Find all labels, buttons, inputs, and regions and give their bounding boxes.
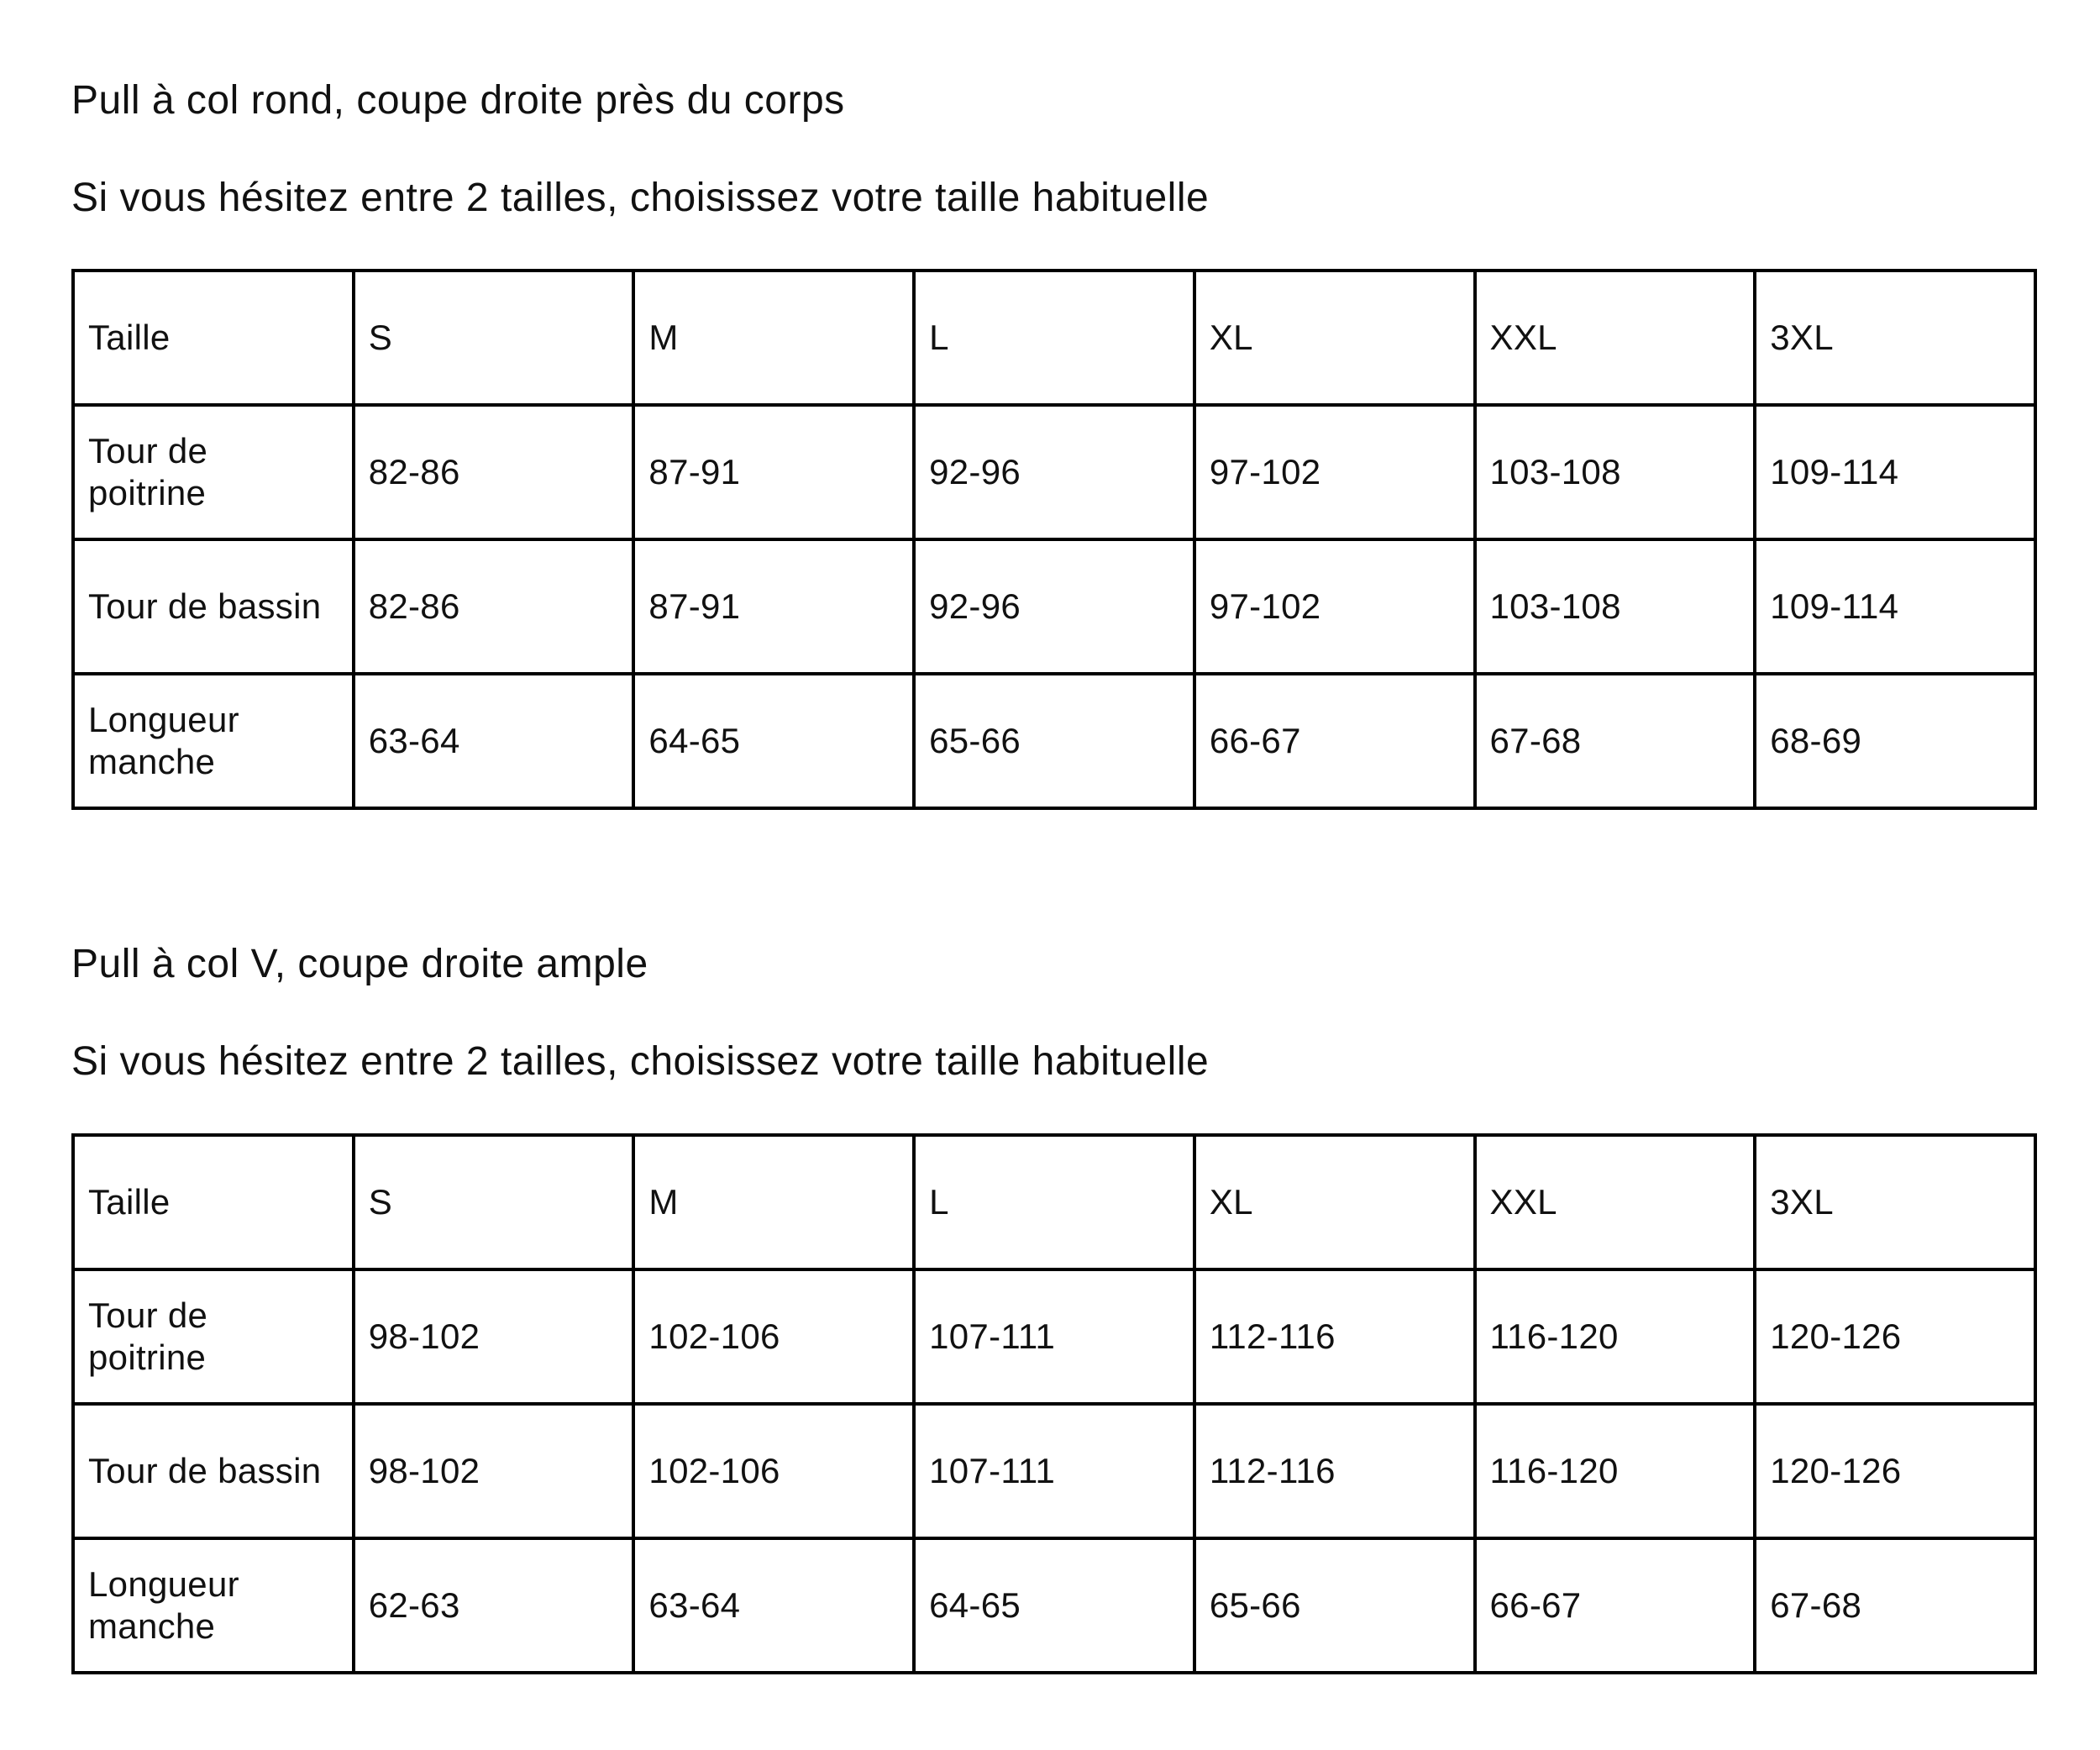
table-cell: 102-106 [632, 1268, 916, 1406]
table-header-row: Taille S M L XL XXL 3XL [71, 269, 2037, 407]
table-cell: XL [1192, 269, 1477, 407]
table-cell: XL [1192, 1133, 1477, 1271]
table-cell: 64-65 [632, 672, 916, 810]
table-cell: 103-108 [1473, 538, 1757, 675]
table-cell: 120-126 [1753, 1268, 2037, 1406]
row-label-cell: Tour de poitrine [71, 1268, 355, 1406]
table-cell: 63-64 [351, 672, 636, 810]
table-header-row: Taille S M L XL XXL 3XL [71, 1133, 2037, 1271]
table-cell: 120-126 [1753, 1402, 2037, 1540]
table-cell: M [632, 269, 916, 407]
table-row: Longueur manche 62-63 63-64 64-65 65-66 66-67… [71, 1537, 2037, 1674]
row-label-cell: Taille [71, 1133, 355, 1271]
table-cell: 67-68 [1473, 672, 1757, 810]
row-label-cell: Tour de bassin [71, 538, 355, 675]
table-cell: 92-96 [912, 538, 1196, 675]
table-cell: M [632, 1133, 916, 1271]
row-label-cell: Longueur manche [71, 672, 355, 810]
section-title-1: Pull à col rond, coupe droite près du co… [71, 78, 845, 123]
section-title-2: Pull à col V, coupe droite ample [71, 942, 648, 986]
size-table-1: Taille S M L XL XXL 3XL Tour de poitrine 82-86 87… [71, 269, 2037, 810]
table-cell: 98-102 [351, 1268, 636, 1406]
table-cell: 97-102 [1192, 538, 1477, 675]
table-row: Tour de poitrine 98-102 102-106 107-111 112-… [71, 1268, 2037, 1406]
row-label-cell: Longueur manche [71, 1537, 355, 1674]
table-cell: 87-91 [632, 403, 916, 541]
table-row: Longueur manche 63-64 64-65 65-66 66-67 67-68… [71, 672, 2037, 810]
row-label-cell: Tour de bassin [71, 1402, 355, 1540]
table-cell: 109-114 [1753, 403, 2037, 541]
table-cell: 103-108 [1473, 403, 1757, 541]
table-cell: 82-86 [351, 403, 636, 541]
table-cell: XXL [1473, 269, 1757, 407]
table-cell: 116-120 [1473, 1402, 1757, 1540]
row-label-cell: Tour de poitrine [71, 403, 355, 541]
table-cell: 66-67 [1192, 672, 1477, 810]
table-cell: 3XL [1753, 1133, 2037, 1271]
table-cell: 116-120 [1473, 1268, 1757, 1406]
table-cell: 68-69 [1753, 672, 2037, 810]
table-row: Tour de poitrine 82-86 87-91 92-96 97-102 103… [71, 403, 2037, 541]
table-cell: 92-96 [912, 403, 1196, 541]
table-cell: 109-114 [1753, 538, 2037, 675]
table-cell: 64-65 [912, 1537, 1196, 1674]
section-note-2: Si vous hésitez entre 2 tailles, choisis… [71, 1039, 1210, 1084]
table-cell: 98-102 [351, 1402, 636, 1540]
table-cell: 66-67 [1473, 1537, 1757, 1674]
size-table-2: Taille S M L XL XXL 3XL Tour de poitrine 98-102 1… [71, 1133, 2037, 1674]
table-cell: S [351, 1133, 636, 1271]
table-cell: 82-86 [351, 538, 636, 675]
table-cell: 87-91 [632, 538, 916, 675]
table-cell: 107-111 [912, 1268, 1196, 1406]
table-cell: 65-66 [912, 672, 1196, 810]
table-cell: 62-63 [351, 1537, 636, 1674]
table-cell: 65-66 [1192, 1537, 1477, 1674]
table-cell: 112-116 [1192, 1268, 1477, 1406]
row-label-cell: Taille [71, 269, 355, 407]
table-cell: 3XL [1753, 269, 2037, 407]
table-cell: L [912, 1133, 1196, 1271]
table-cell: S [351, 269, 636, 407]
table-cell: 63-64 [632, 1537, 916, 1674]
table-cell: 97-102 [1192, 403, 1477, 541]
table-cell: L [912, 269, 1196, 407]
table-cell: XXL [1473, 1133, 1757, 1271]
table-row: Tour de bassin 98-102 102-106 107-111 112-11… [71, 1402, 2037, 1540]
table-row: Tour de bassin 82-86 87-91 92-96 97-102 103-1… [71, 538, 2037, 675]
section-note-1: Si vous hésitez entre 2 tailles, choisis… [71, 176, 1210, 220]
table-cell: 67-68 [1753, 1537, 2037, 1674]
table-cell: 102-106 [632, 1402, 916, 1540]
table-cell: 112-116 [1192, 1402, 1477, 1540]
table-cell: 107-111 [912, 1402, 1196, 1540]
